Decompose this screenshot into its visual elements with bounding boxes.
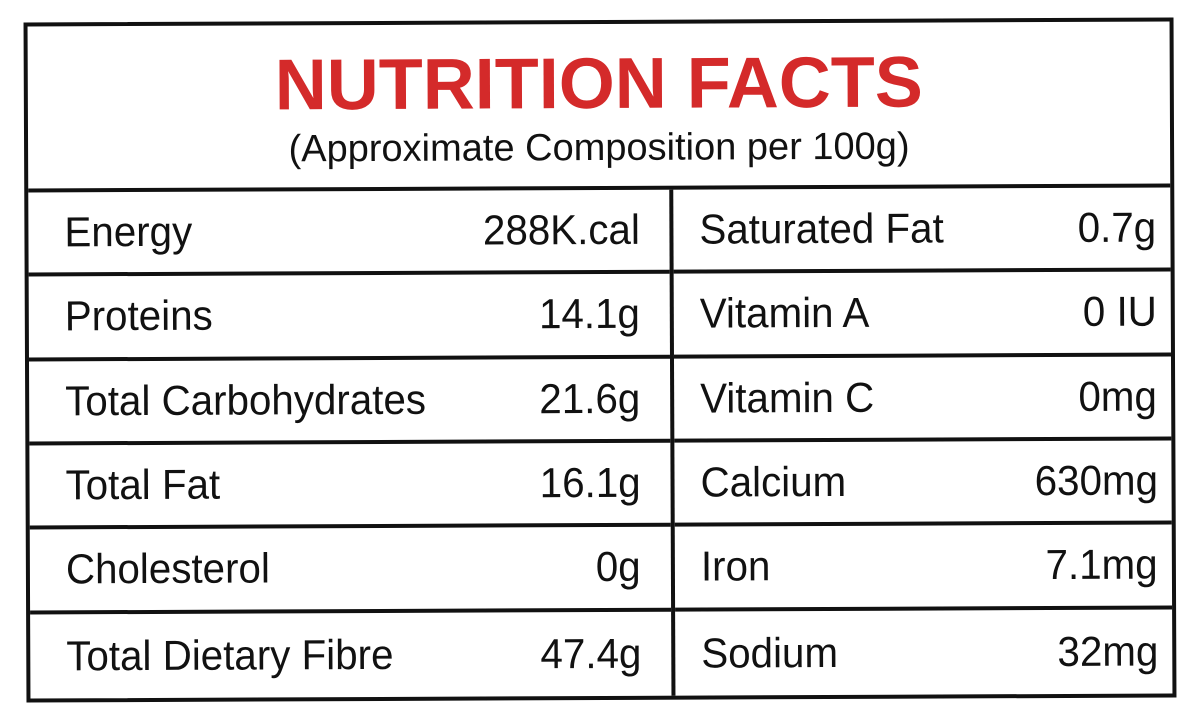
nutrient-name: Iron — [700, 542, 771, 591]
nutrient-value: 21.6g — [539, 374, 641, 423]
subtitle: (Approximate Composition per 100g) — [288, 125, 910, 171]
nutrient-value: 0mg — [1078, 372, 1158, 420]
nutrient-value: 630mg — [1034, 456, 1158, 505]
nutrient-row: Total Carbohydrates 21.6g — [28, 358, 671, 446]
nutrient-value: 32mg — [1057, 627, 1159, 675]
title: NUTRITION FACTS — [274, 42, 923, 126]
nutrition-facts-label: NUTRITION FACTS (Approximate Composition… — [23, 17, 1177, 703]
nutrient-name: Proteins — [64, 292, 213, 340]
nutrient-value: 16.1g — [539, 458, 641, 507]
nutrient-row: Iron 7.1mg — [674, 524, 1173, 612]
nutrient-value: 0 IU — [1082, 288, 1157, 336]
nutrient-value: 288K.cal — [482, 205, 640, 254]
nutrient-row: Saturated Fat 0.7g — [673, 187, 1171, 275]
left-column: Energy 288K.cal Proteins 14.1g Total Car… — [28, 189, 676, 699]
nutrient-value: 47.4g — [540, 629, 642, 678]
nutrient-name: Cholesterol — [65, 544, 270, 593]
nutrient-name: Energy — [64, 207, 193, 256]
nutrient-row: Total Dietary Fibre 47.4g — [30, 611, 671, 698]
nutrient-name: Vitamin A — [699, 289, 870, 338]
right-column: Saturated Fat 0.7g Vitamin A 0 IU Vitami… — [673, 187, 1173, 696]
nutrient-value: 0.7g — [1077, 203, 1157, 252]
nutrient-name: Total Dietary Fibre — [66, 630, 394, 680]
nutrient-name: Total Fat — [65, 460, 221, 509]
nutrient-value: 14.1g — [538, 290, 640, 338]
nutrient-name: Vitamin C — [700, 373, 875, 422]
nutrient-name: Calcium — [700, 458, 847, 506]
nutrient-row: Cholesterol 0g — [29, 527, 672, 615]
nutrient-grid: Energy 288K.cal Proteins 14.1g Total Car… — [28, 187, 1173, 699]
nutrient-row: Proteins 14.1g — [28, 274, 670, 362]
nutrient-name: Saturated Fat — [699, 204, 944, 253]
nutrient-value: 7.1mg — [1045, 541, 1159, 589]
label-header: NUTRITION FACTS (Approximate Composition… — [27, 21, 1171, 193]
nutrient-row: Energy 288K.cal — [28, 189, 670, 277]
nutrient-row: Calcium 630mg — [674, 440, 1172, 527]
nutrient-row: Sodium 32mg — [675, 609, 1172, 695]
nutrient-value: 0g — [595, 543, 642, 591]
nutrient-name: Sodium — [701, 628, 839, 677]
nutrient-row: Vitamin A 0 IU — [673, 271, 1171, 359]
nutrient-name: Total Carbohydrates — [65, 375, 427, 425]
nutrient-row: Total Fat 16.1g — [29, 442, 671, 530]
nutrient-row: Vitamin C 0mg — [673, 356, 1172, 443]
